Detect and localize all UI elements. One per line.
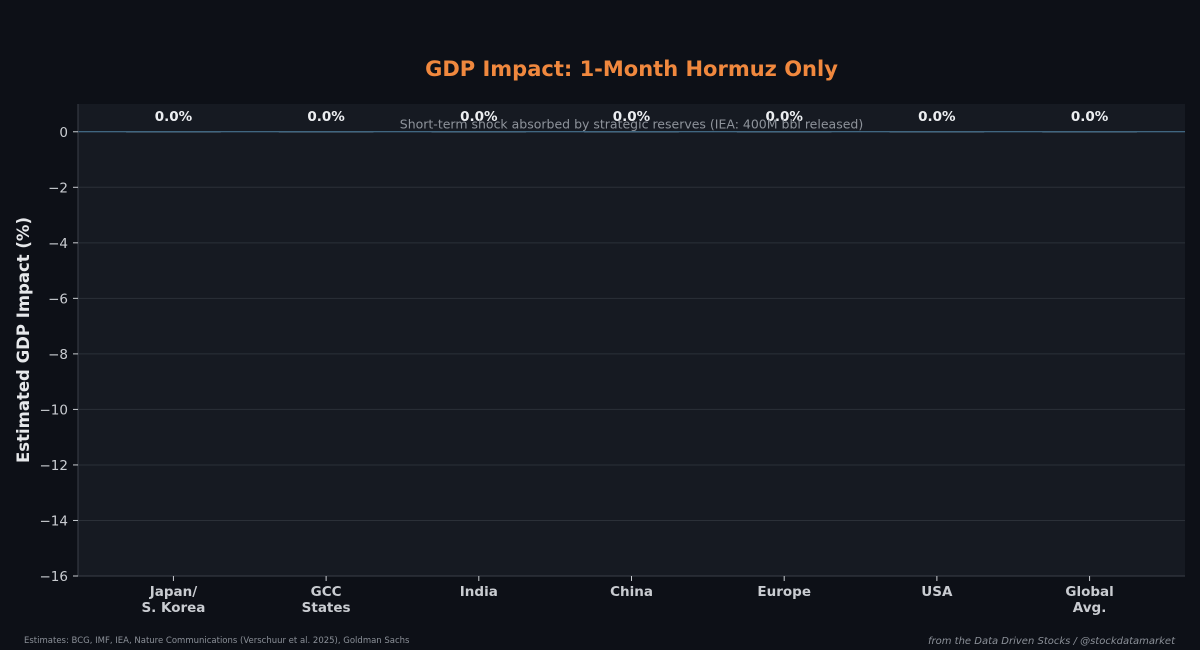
y-tick-label: −6	[48, 291, 68, 307]
data-label: 0.0%	[307, 109, 345, 125]
data-labels: 0.0% 0.0% 0.0% 0.0% 0.0% 0.0% 0.0%	[155, 109, 1109, 125]
data-label: 0.0%	[460, 109, 498, 125]
x-tick-label: Japan/S. Korea	[141, 584, 205, 616]
x-tick-label: Global Avg.	[1065, 584, 1113, 616]
data-label: 0.0%	[1071, 109, 1109, 125]
chart-title: GDP Impact: 1-Month Hormuz Only	[425, 57, 838, 81]
x-tick-label: Europe	[757, 584, 811, 600]
y-axis-ticks: 0 −2 −4 −6 −8 −10 −12 −14 −16	[40, 125, 78, 585]
x-tick-label: India	[460, 584, 498, 600]
x-axis-ticks: Japan/S. Korea GCC States India China Europe U…	[141, 576, 1114, 616]
y-tick-label: −4	[48, 236, 68, 252]
y-tick-label: −8	[48, 347, 68, 363]
x-tick-label: USA	[921, 584, 953, 600]
x-tick-label: China	[610, 584, 653, 600]
y-tick-label: −10	[40, 402, 69, 418]
y-tick-label: 0	[59, 125, 68, 141]
x-tick-label: GCC States	[302, 584, 351, 616]
y-tick-label: −16	[40, 569, 69, 585]
y-tick-label: −2	[48, 180, 68, 196]
data-label: 0.0%	[613, 109, 651, 125]
grid-lines	[78, 186, 1185, 577]
chart-annotation: Short-term shock absorbed by strategic r…	[400, 117, 863, 132]
y-tick-label: −12	[40, 458, 69, 474]
plot-area	[78, 104, 1185, 576]
source-note: Estimates: BCG, IMF, IEA, Nature Communi…	[24, 636, 410, 646]
y-tick-label: −14	[40, 513, 69, 529]
data-label: 0.0%	[918, 109, 956, 125]
data-label: 0.0%	[765, 109, 803, 125]
y-axis-label: Estimated GDP Impact (%)	[14, 217, 33, 463]
credit-note: from the Data Driven Stocks / @stockdata…	[928, 636, 1176, 647]
data-label: 0.0%	[155, 109, 193, 125]
